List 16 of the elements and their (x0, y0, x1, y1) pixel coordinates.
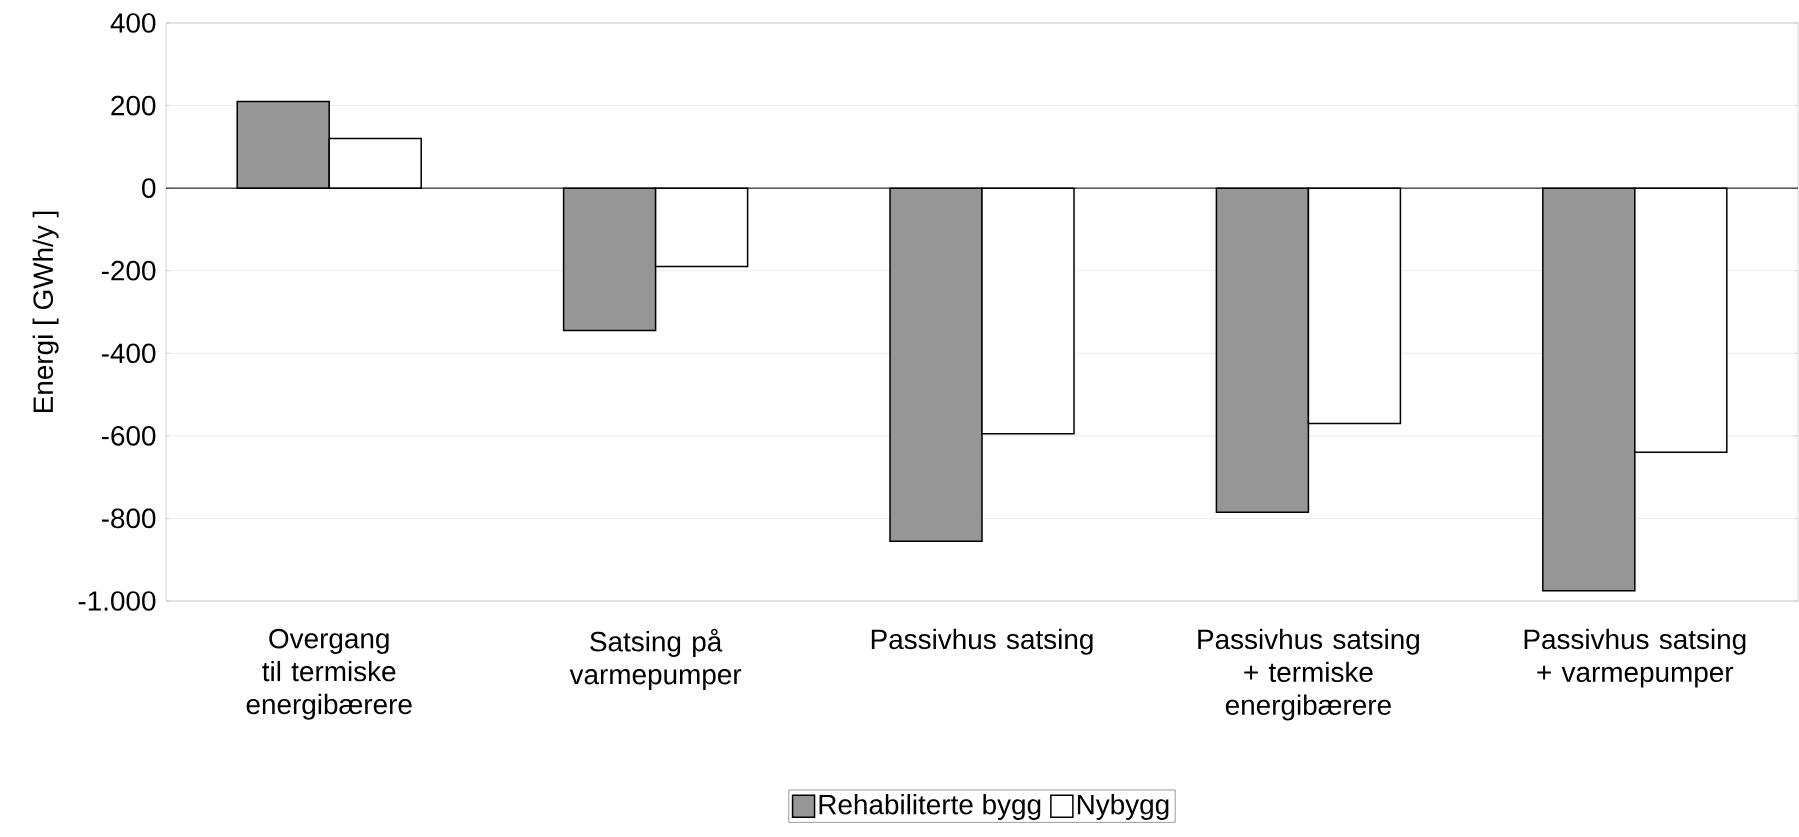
x-tick-label: Overgang til termiske energibærere (246, 628, 412, 720)
y-tick-label: 200 (111, 95, 156, 116)
y-tick-label: 0 (142, 178, 156, 198)
y-tick-label: -600 (101, 425, 156, 446)
y-tick-label: -1.000 (78, 591, 156, 611)
y-tick-label: -400 (101, 343, 156, 364)
y-axis-title: Energi [ GWh/y ] (32, 211, 59, 413)
legend-label: Rehabiliterte bygg (819, 794, 1041, 820)
y-tick-label: -800 (101, 508, 156, 529)
y-tick-label: 400 (110, 13, 156, 33)
x-tick-label: Passivhus satsing + varmepumper (1524, 628, 1746, 688)
x-tick-label: Passivhus satsing + termiske energibærere (1198, 628, 1419, 721)
legend-label: Nybygg (1077, 794, 1169, 820)
x-tick-label: Satsing på varmepumper (569, 628, 742, 690)
x-tick-label: Passivhus satsing (871, 628, 1093, 655)
y-tick-label: -200 (101, 260, 156, 281)
